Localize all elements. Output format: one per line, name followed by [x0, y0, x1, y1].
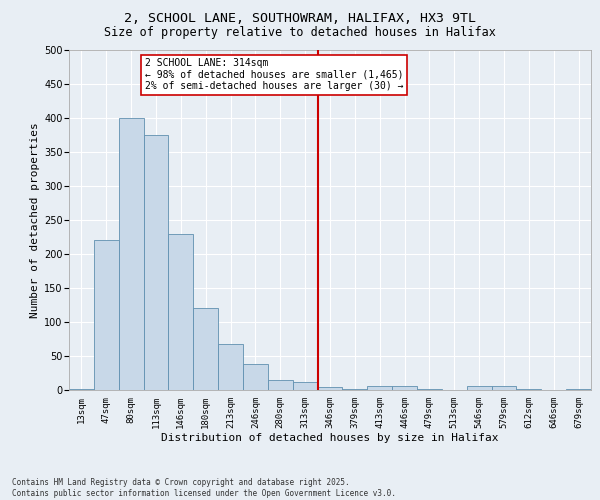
Text: 2, SCHOOL LANE, SOUTHOWRAM, HALIFAX, HX3 9TL: 2, SCHOOL LANE, SOUTHOWRAM, HALIFAX, HX3… [124, 12, 476, 26]
X-axis label: Distribution of detached houses by size in Halifax: Distribution of detached houses by size … [161, 432, 499, 442]
Bar [218, 344, 243, 390]
Bar [69, 388, 94, 390]
Bar [243, 364, 268, 390]
Bar [94, 240, 119, 390]
Bar [317, 386, 343, 390]
Bar [268, 380, 293, 390]
Bar [491, 386, 517, 390]
Bar [169, 234, 193, 390]
Bar [119, 118, 143, 390]
Bar [467, 386, 491, 390]
Text: Contains HM Land Registry data © Crown copyright and database right 2025.
Contai: Contains HM Land Registry data © Crown c… [12, 478, 396, 498]
Text: Size of property relative to detached houses in Halifax: Size of property relative to detached ho… [104, 26, 496, 39]
Bar [143, 135, 169, 390]
Bar [367, 386, 392, 390]
Y-axis label: Number of detached properties: Number of detached properties [30, 122, 40, 318]
Bar [392, 386, 417, 390]
Bar [293, 382, 317, 390]
Bar [193, 308, 218, 390]
Text: 2 SCHOOL LANE: 314sqm
← 98% of detached houses are smaller (1,465)
2% of semi-de: 2 SCHOOL LANE: 314sqm ← 98% of detached … [145, 58, 403, 92]
